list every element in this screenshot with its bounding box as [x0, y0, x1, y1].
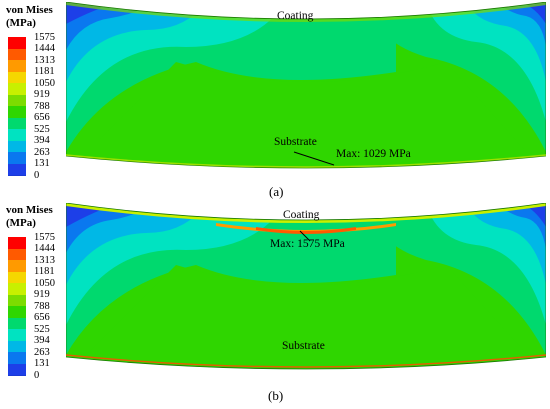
legend-tick-label: 1181	[34, 66, 55, 77]
max-label-b: Max: 1575 MPa	[270, 238, 345, 250]
coating-label-a: Coating	[277, 10, 314, 22]
legend-tick-label: 0	[34, 369, 40, 381]
panel-b: von Mises (MPa) 1575 1444 1313 1181 1050 919 7…	[0, 200, 550, 409]
legend-swatch	[8, 163, 26, 176]
legend-title-a: von Mises (MPa)	[6, 4, 53, 30]
legend-tick-label: 0	[34, 169, 40, 181]
coating-label-b: Coating	[283, 209, 320, 221]
legend-tick-label: 1313	[34, 54, 55, 66]
legend-tick-label: 1444	[34, 43, 55, 54]
legend-tick-label: 131	[34, 358, 50, 369]
legend-title-line1: von Mises	[6, 4, 53, 16]
fem-contour-plot-a	[66, 2, 546, 169]
legend-tick-label: 1050	[34, 77, 55, 89]
max-pointer-line-a	[293, 151, 335, 166]
legend-tick-label: 788	[34, 300, 50, 312]
legend-tick-label: 394	[34, 335, 50, 346]
legend-scale-a: 1575 1444 1313 1181 1050 919 788 656 525 394 263 13…	[8, 32, 55, 181]
legend-tick-label: 131	[34, 158, 50, 169]
substrate-label-a: Substrate	[274, 136, 317, 148]
legend-tick-label: 263	[34, 146, 50, 158]
legend-tick-label: 1050	[34, 277, 55, 289]
legend-tick-label: 394	[34, 135, 50, 146]
legend-tick-label: 1313	[34, 254, 55, 266]
caption-b: (b)	[268, 388, 284, 403]
legend-tick-label: 919	[34, 289, 50, 300]
legend-tick-label: 1181	[34, 266, 55, 277]
legend-title-b: von Mises (MPa)	[6, 204, 53, 230]
legend-title-line2: (MPa)	[6, 217, 36, 229]
caption-a: (a)	[269, 184, 284, 199]
legend-tick-label: 525	[34, 123, 50, 135]
legend-tick-label: 788	[34, 100, 50, 112]
legend-title-line1: von Mises	[6, 204, 53, 216]
legend-tick-label: 263	[34, 346, 50, 358]
legend-swatch	[8, 363, 26, 376]
legend-tick-label: 1444	[34, 243, 55, 254]
legend-tick-label: 1575	[34, 231, 55, 243]
legend-scale-b: 1575 1444 1313 1181 1050 919 788 656 525 394 263 13…	[8, 232, 55, 381]
legend-tick-label: 1575	[34, 31, 55, 43]
legend-tick-label: 656	[34, 312, 50, 323]
panel-a: von Mises (MPa) 1575 1444 1313 1181 1050 919 7…	[0, 0, 550, 200]
max-pointer-line-b	[299, 230, 311, 242]
fem-contour-plot-b	[66, 203, 546, 370]
legend-tick-label: 525	[34, 323, 50, 335]
legend-tick-label: 919	[34, 89, 50, 100]
substrate-label-b: Substrate	[282, 340, 325, 352]
legend-title-line2: (MPa)	[6, 17, 36, 29]
max-label-a: Max: 1029 MPa	[336, 148, 411, 160]
legend-tick-label: 656	[34, 112, 50, 123]
